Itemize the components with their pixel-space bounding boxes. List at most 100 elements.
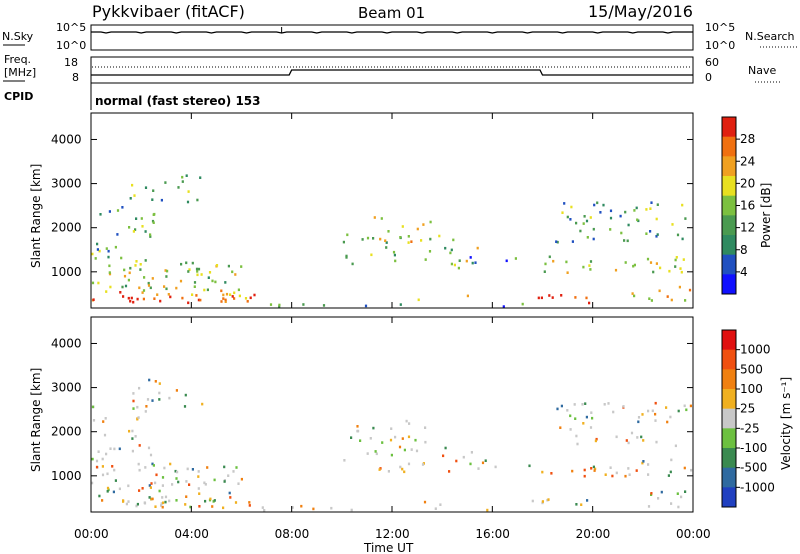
heatmap-cell <box>676 492 679 495</box>
heatmap-cell <box>417 298 420 302</box>
heatmap-cell <box>429 237 432 241</box>
heatmap-cell <box>106 490 109 493</box>
heatmap-cell <box>156 293 159 296</box>
heatmap-cell <box>168 499 171 503</box>
heatmap-cell <box>641 461 644 465</box>
freq-left-label-line2: [MHz] <box>4 66 36 79</box>
freq-left-label-line1: Freq. <box>4 53 31 66</box>
heatmap-cell <box>164 495 168 499</box>
heatmap-cell <box>677 505 680 509</box>
heatmap-cell <box>144 466 147 469</box>
heatmap-cell <box>647 473 650 476</box>
heatmap-cell <box>350 508 353 512</box>
heatmap-cell <box>594 467 597 471</box>
heatmap-cell <box>103 433 107 437</box>
heatmap-cell <box>152 189 155 192</box>
heatmap-cell <box>224 300 227 303</box>
heatmap-cell <box>204 483 207 486</box>
heatmap-cell <box>158 382 161 385</box>
colorbar-tick-label: -1000 <box>740 480 775 494</box>
noise-left-tick-top: 10^5 <box>56 21 86 34</box>
heatmap-cell <box>405 419 408 423</box>
heatmap-cell <box>181 296 184 300</box>
heatmap-cell <box>394 259 397 263</box>
heatmap-cell <box>407 462 411 466</box>
heatmap-cell <box>679 267 682 270</box>
heatmap-cell <box>444 246 447 250</box>
heatmap-cell <box>422 223 425 226</box>
heatmap-cell <box>108 264 111 268</box>
heatmap-cell <box>599 211 602 214</box>
heatmap-cell <box>350 436 353 439</box>
heatmap-cell <box>541 501 544 505</box>
heatmap-cell <box>196 273 199 277</box>
heatmap-cell <box>372 426 375 430</box>
heatmap-cell <box>589 268 592 271</box>
heatmap-cell <box>150 482 153 485</box>
heatmap-cell <box>574 417 577 420</box>
heatmap-cell <box>407 241 410 244</box>
heatmap-cell <box>385 241 388 244</box>
heatmap-cell <box>224 298 227 302</box>
heatmap-cell <box>588 301 591 305</box>
colorbar-swatch <box>722 330 736 351</box>
heatmap-cell <box>253 293 256 297</box>
heatmap-cell <box>428 250 432 253</box>
heatmap-cell <box>683 404 686 408</box>
heatmap-cell <box>656 233 659 236</box>
heatmap-cell <box>211 279 214 283</box>
heatmap-cell <box>122 500 125 503</box>
colorbar-swatch <box>722 274 736 295</box>
heatmap-cell <box>185 495 188 498</box>
heatmap-cell <box>356 425 359 428</box>
heatmap-cell <box>96 248 99 251</box>
velocity-colorbar-label: Velocity [m s⁻¹] <box>779 377 793 470</box>
heatmap-cell <box>134 435 137 438</box>
heatmap-cell <box>583 474 586 478</box>
heatmap-cell <box>101 457 104 461</box>
velocity-panel-frame <box>90 316 694 513</box>
heatmap-cell <box>658 289 661 293</box>
colorbar-tick-label: 12 <box>740 221 755 235</box>
heatmap-cell <box>556 407 559 411</box>
heatmap-cell <box>227 474 230 477</box>
heatmap-cell <box>570 205 573 209</box>
heatmap-cell <box>160 198 163 202</box>
heatmap-cell <box>667 474 670 477</box>
heatmap-cell <box>136 297 139 301</box>
heatmap-cell <box>132 407 135 410</box>
heatmap-cell <box>563 202 566 205</box>
heatmap-cell <box>589 426 593 429</box>
heatmap-cell <box>669 415 672 419</box>
heatmap-cell <box>92 298 95 301</box>
heatmap-cell <box>375 452 378 456</box>
heatmap-cell <box>183 405 187 408</box>
heatmap-cell <box>185 174 188 177</box>
heatmap-cell <box>113 468 116 472</box>
heatmap-cell <box>197 298 200 302</box>
heatmap-cell <box>399 236 402 239</box>
heatmap-cell <box>167 293 170 296</box>
noise-right-tick-top: 10^5 <box>705 21 735 34</box>
colorbar-tick-label: -25 <box>740 421 760 435</box>
heatmap-cell <box>142 297 145 301</box>
heatmap-cell <box>590 411 593 414</box>
heatmap-cell <box>595 437 598 441</box>
heatmap-cell <box>609 466 612 469</box>
y-tick-label: 2000 <box>51 425 82 439</box>
heatmap-cell <box>137 416 140 419</box>
heatmap-cell <box>394 435 397 439</box>
heatmap-cell <box>416 227 419 231</box>
heatmap-cell <box>151 277 154 280</box>
heatmap-cell <box>168 396 171 400</box>
colorbar-tick-label: -100 <box>740 441 767 455</box>
heatmap-cell <box>144 186 148 189</box>
heatmap-cell <box>582 222 585 225</box>
heatmap-cell <box>132 300 135 304</box>
heatmap-cell <box>141 487 144 490</box>
heatmap-cell <box>211 505 214 508</box>
heatmap-cell <box>585 415 588 419</box>
heatmap-cell <box>575 221 578 225</box>
heatmap-cell <box>343 459 346 462</box>
heatmap-cell <box>261 506 264 509</box>
